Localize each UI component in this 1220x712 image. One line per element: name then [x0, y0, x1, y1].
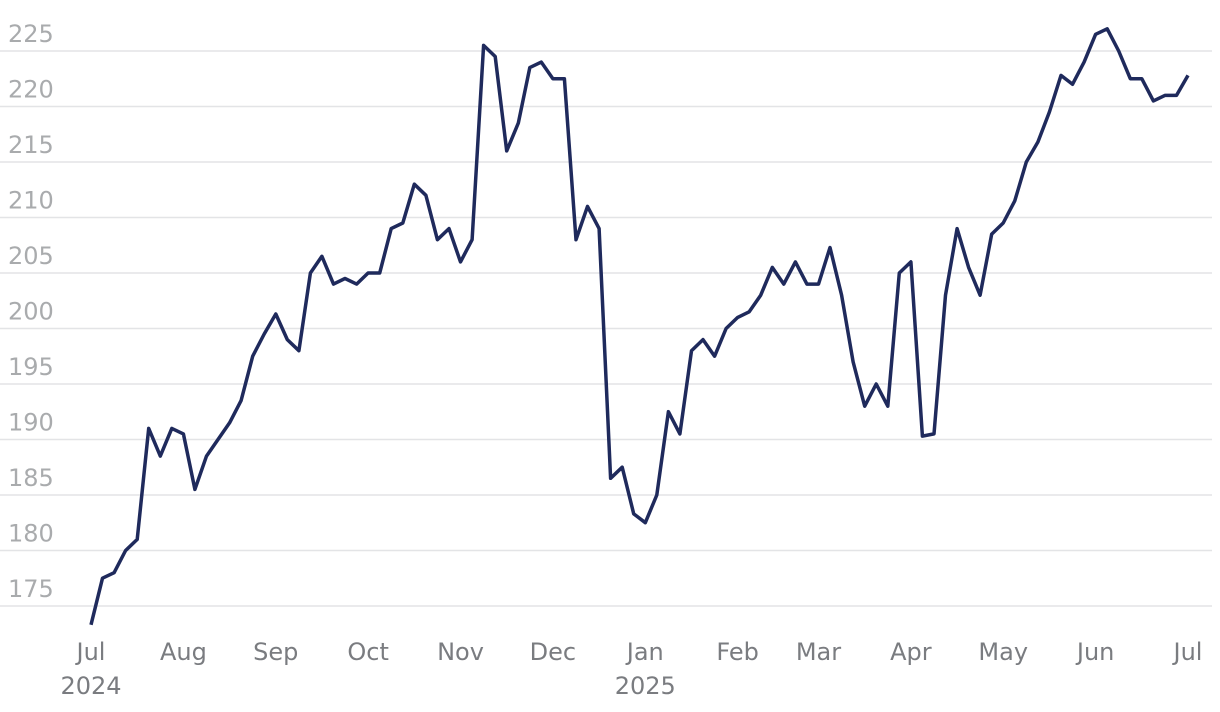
y-tick-label: 185 [8, 464, 54, 492]
x-tick-label: Feb [716, 638, 759, 666]
y-tick-label: 190 [8, 408, 54, 436]
x-tick-label: Aug [160, 638, 207, 666]
y-tick-label: 220 [8, 75, 54, 103]
x-tick-label: Dec [530, 638, 576, 666]
y-tick-label: 225 [8, 20, 54, 48]
y-tick-label: 210 [8, 186, 54, 214]
x-tick-label: Oct [347, 638, 389, 666]
y-tick-label: 180 [8, 519, 54, 547]
x-tick-label: Sep [253, 638, 298, 666]
x-tick-label: Apr [890, 638, 932, 666]
x-tick-label: Nov [437, 638, 484, 666]
x-tick-label: Jul [1172, 638, 1203, 666]
x-tick-label: Mar [796, 638, 841, 666]
y-tick-label: 200 [8, 297, 54, 325]
y-tick-label: 175 [8, 575, 54, 603]
y-tick-label: 215 [8, 131, 54, 159]
price-line [89, 27, 1190, 626]
y-tick-label: 205 [8, 242, 54, 270]
x-tick-label: Jun [1075, 638, 1115, 666]
x-tick-label: Jul 2024 [60, 638, 121, 700]
x-tick-label: Jan 2025 [615, 638, 676, 700]
y-tick-label: 195 [8, 353, 54, 381]
x-tick-label: May [978, 638, 1028, 666]
